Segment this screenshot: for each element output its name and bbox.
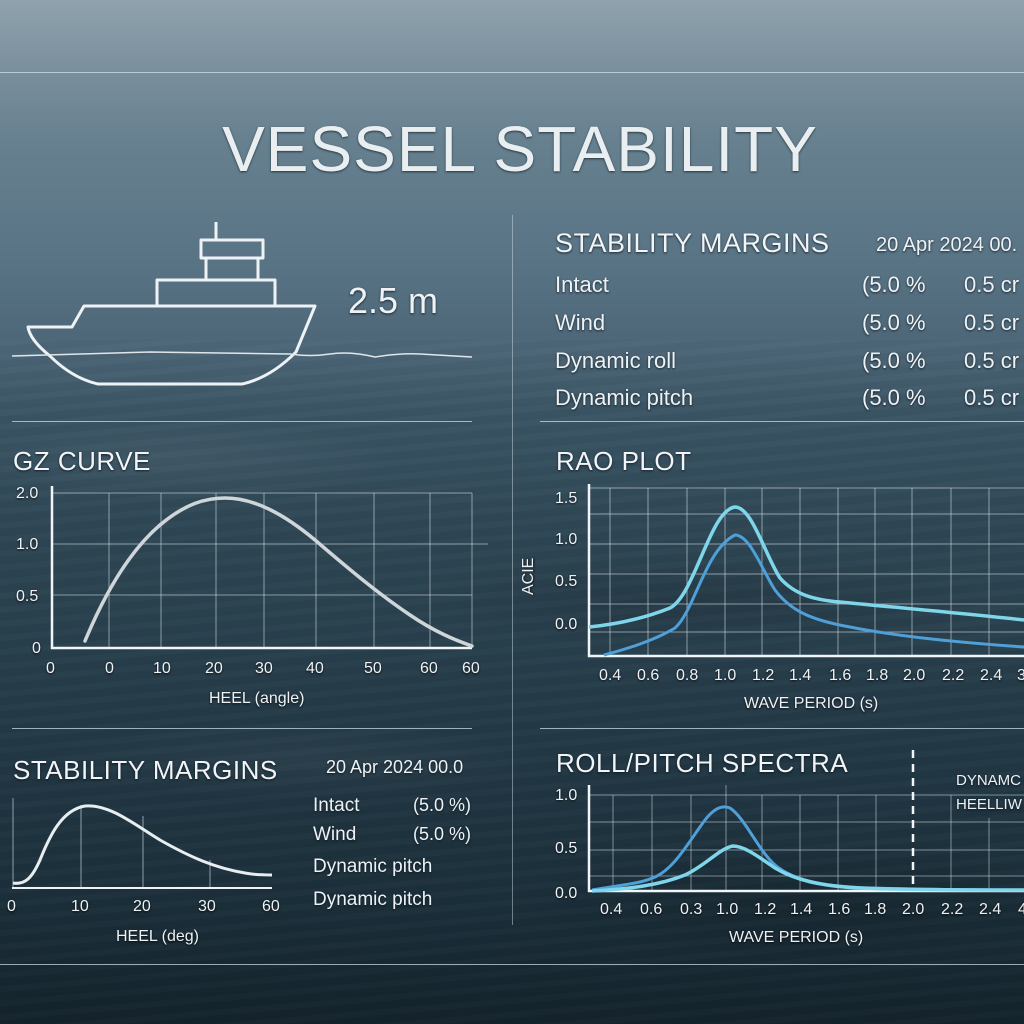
margin-row-label: Dynamic pitch (555, 385, 694, 410)
margin-row-pct: (5.0 %) (413, 795, 472, 815)
x-tick: 1.0 (716, 901, 739, 918)
margin-row-label: Dynamic pitch (313, 856, 433, 877)
x-axis-label: WAVE PERIOD (s) (729, 929, 864, 946)
y-tick: 1.0 (555, 531, 578, 548)
x-tick: 1.4 (790, 901, 813, 918)
top-divider (0, 72, 1024, 73)
y-tick: 0.0 (555, 885, 578, 902)
x-tick: 60 (420, 660, 438, 677)
y-tick: 0.5 (16, 588, 39, 605)
margin-row-pct: (5.0 % (862, 348, 926, 373)
spectra-chart (587, 750, 1024, 893)
x-tick: 2.2 (941, 901, 964, 918)
x-tick: 0.6 (637, 667, 660, 684)
margin-row-label: Wind (555, 310, 606, 335)
x-tick: 60 (462, 660, 480, 677)
x-tick: 2.4 (980, 667, 1003, 684)
margins-bottom-title: STABILITY MARGINS (13, 755, 278, 785)
stability-mini-chart (12, 798, 273, 889)
margin-row-pct: (5.0 % (862, 385, 926, 410)
y-tick: 1.5 (555, 490, 578, 507)
x-tick: 0.4 (600, 901, 623, 918)
x-tick: 1.2 (754, 901, 777, 918)
x-axis-label: HEEL (deg) (116, 928, 199, 945)
section-divider-right-1 (540, 421, 1024, 422)
y-tick: 0.5 (555, 573, 578, 590)
ship-icon (11, 222, 473, 386)
page-title: VESSEL STABILITY (222, 113, 818, 185)
margins-top-timestamp: 20 Apr 2024 00. (876, 234, 1018, 256)
x-tick: 1.6 (829, 667, 852, 684)
x-axis-label: HEEL (angle) (209, 690, 305, 707)
x-tick: 0 (7, 898, 16, 915)
spectra-title: ROLL/PITCH SPECTRA (556, 748, 849, 778)
x-tick: 10 (71, 898, 89, 915)
y-tick: 1.0 (555, 787, 578, 804)
x-tick: 1.8 (864, 901, 887, 918)
spectra-annotation-line2: HEELLIW (956, 796, 1022, 813)
vessel-height-value: 2.5 m (348, 280, 439, 321)
spectra-annotation-line1: DYNAMC (956, 772, 1022, 789)
margin-row-value: 0.5 cr (964, 348, 1020, 373)
x-tick: 0 (46, 660, 55, 677)
y-tick: 1.0 (16, 536, 39, 553)
x-tick: 20 (205, 660, 223, 677)
x-tick: 1.2 (752, 667, 775, 684)
y-tick: 0 (32, 640, 41, 657)
x-tick: 4 (1018, 901, 1024, 918)
margin-row-pct: (5.0 % (862, 310, 926, 335)
y-tick: 0.5 (555, 840, 578, 857)
x-axis-label: WAVE PERIOD (s) (744, 695, 879, 712)
margin-row-pct: (5.0 % (862, 272, 926, 297)
x-tick: 0 (105, 660, 114, 677)
x-tick: 10 (153, 660, 171, 677)
x-tick: 60 (262, 898, 280, 915)
x-tick: 30 (198, 898, 216, 915)
x-tick: 20 (133, 898, 151, 915)
section-divider-left-2 (12, 728, 472, 729)
x-tick: 1.6 (828, 901, 851, 918)
margin-row-label: Intact (555, 272, 609, 297)
x-tick: 1.0 (714, 667, 737, 684)
x-tick: 30 (255, 660, 273, 677)
margin-row-value: 0.5 cr (964, 385, 1020, 410)
x-tick: 2.0 (902, 901, 925, 918)
margin-row-label: Dynamic roll (555, 348, 677, 373)
y-tick: 0.0 (555, 616, 578, 633)
x-tick: 2.4 (979, 901, 1002, 918)
x-tick: 0.4 (599, 667, 622, 684)
gz-curve-title: GZ CURVE (13, 446, 151, 476)
margins-bottom-timestamp: 20 Apr 2024 00.0 (326, 757, 464, 777)
rao-plot-title: RAO PLOT (556, 446, 692, 476)
x-tick: 1.8 (866, 667, 889, 684)
section-divider-right-2 (540, 728, 1024, 729)
x-tick: 2.2 (942, 667, 965, 684)
margin-row-value: 0.5 cr (964, 310, 1020, 335)
x-tick: 0.8 (676, 667, 699, 684)
x-tick: 0.3 (680, 901, 703, 918)
gz-curve-chart (50, 486, 488, 650)
margin-row-label: Intact (313, 795, 360, 816)
margin-row-pct: (5.0 %) (413, 824, 472, 844)
rao-plot-chart (587, 484, 1024, 658)
x-tick: 1.4 (789, 667, 812, 684)
bottom-divider (0, 964, 1024, 965)
y-axis-label: ACIE (520, 557, 537, 595)
x-tick: 0.6 (640, 901, 663, 918)
section-divider-left-1 (12, 421, 472, 422)
margin-row-label: Dynamic pitch (313, 889, 433, 910)
column-divider (512, 215, 513, 925)
x-tick: 50 (364, 660, 382, 677)
margin-row-value: 0.5 cr (964, 272, 1020, 297)
margins-top-title: STABILITY MARGINS (555, 228, 830, 258)
margin-row-label: Wind (313, 824, 357, 845)
x-tick: 2.0 (903, 667, 926, 684)
x-tick: 40 (306, 660, 324, 677)
y-tick: 2.0 (16, 485, 39, 502)
x-tick: 3 (1017, 667, 1024, 684)
